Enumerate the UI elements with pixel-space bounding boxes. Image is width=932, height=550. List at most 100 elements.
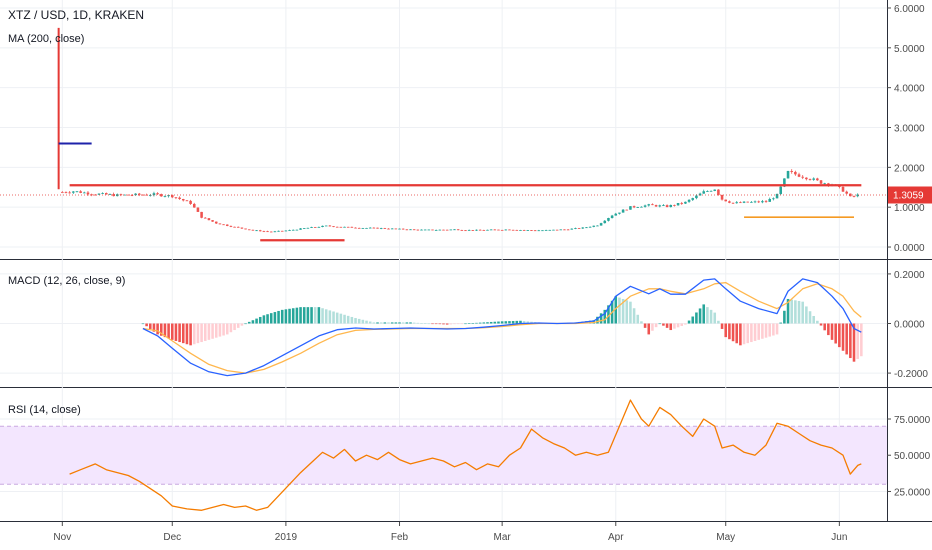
candle-body [453,229,456,231]
macd-histogram-bar [819,323,823,326]
candle-body [324,225,328,227]
macd-histogram-bar [720,323,724,329]
candle-body [321,225,324,227]
candle-body [775,193,779,199]
macd-histogram-bar [438,323,442,325]
candle-body [427,229,431,231]
macd-histogram-bar [280,309,284,324]
candle-body [786,171,790,179]
macd-histogram-bar [398,322,401,324]
candle-body [192,203,196,208]
candle-body [530,230,533,231]
macd-histogram-bar [332,311,335,324]
candle-body [313,227,317,228]
candle-body [401,228,405,230]
candle-body [72,191,75,193]
macd-histogram-bar [218,323,222,337]
candle-body [541,230,544,232]
candle-body [170,195,174,198]
candle-body [464,230,467,232]
macd-histogram-bar [629,301,632,324]
macd-histogram-bar [145,323,148,327]
x-tick-label: Nov [53,532,71,543]
macd-histogram-bar [783,310,786,324]
candle-body [189,200,192,204]
grid-layer [0,0,887,521]
macd-histogram-bar [339,313,343,324]
macd-histogram-bar [335,312,339,324]
candle-body [614,213,618,216]
candle-body [563,229,566,231]
macd-histogram-bar [236,323,240,328]
candle-body [632,206,636,208]
macd-histogram-bar [365,320,368,324]
candle-body [449,229,453,231]
candle-body [394,228,398,230]
macd-histogram-bar [196,323,200,344]
candle-body [68,192,71,194]
macd-histogram-bar [214,323,218,338]
macd-histogram-bar [515,320,519,324]
macd-histogram-bar [453,323,456,325]
macd-histogram-bar [277,310,280,324]
macd-histogram-bar [790,299,793,324]
macd-histogram-bar [812,316,815,324]
candle-body [137,193,141,195]
candle-body [467,229,471,231]
candle-body [181,199,185,201]
macd-histogram-bar [354,318,357,324]
candle-body [651,204,654,206]
macd-histogram-bar [324,309,328,324]
macd-histogram-bar [841,323,845,351]
macd-histogram-bar [394,322,398,324]
candle-body [482,230,486,231]
candle-body [508,229,511,231]
candle-body [753,201,757,203]
candle-body [819,180,823,184]
y-tick-label: 25.0000 [894,487,931,498]
macd-histogram-bar [808,311,812,324]
candle-body [691,198,695,200]
candle-body [761,201,764,203]
x-tick-label: Mar [494,532,512,543]
macd-histogram-bar [801,301,804,324]
macd-histogram-bar [456,323,460,325]
candle-body [544,230,548,231]
macd-histogram-bar [207,323,211,340]
y-tick-label: 0.0000 [894,320,925,331]
candle-body [519,230,522,231]
candle-body [471,229,475,231]
macd-histogram-bar [665,323,669,328]
macd-histogram-bar [401,322,405,324]
candle-body [493,229,497,231]
candle-body [475,229,478,231]
candle-body [376,227,379,229]
candle-body [662,205,665,206]
macd-histogram-bar [383,322,387,324]
macd-histogram-bar [860,323,863,357]
macd-histogram-bar [178,323,181,343]
candle-body [585,227,588,229]
macd-histogram-bar [211,323,214,339]
macd-histogram-bar [680,323,684,326]
candle-body [742,201,746,203]
candle-body [240,227,244,229]
candle-body [757,201,760,203]
main-chart-title: XTZ / USD, 1D, KRAKEN [8,8,144,22]
candle-body [548,229,552,231]
macd-histogram-bar [746,323,750,344]
candle-body [794,171,797,175]
candle-body [489,229,493,231]
macd-histogram-bar [409,322,412,324]
macd-histogram-bar [625,300,629,324]
candle-body [361,228,365,229]
candle-body [156,193,159,195]
candle-body [405,229,409,231]
x-tick-label: 2019 [275,532,298,543]
candle-body [434,230,438,231]
candle-body [658,205,662,207]
candle-body [284,230,288,232]
candle-body [805,177,808,180]
candle-body [251,229,255,231]
